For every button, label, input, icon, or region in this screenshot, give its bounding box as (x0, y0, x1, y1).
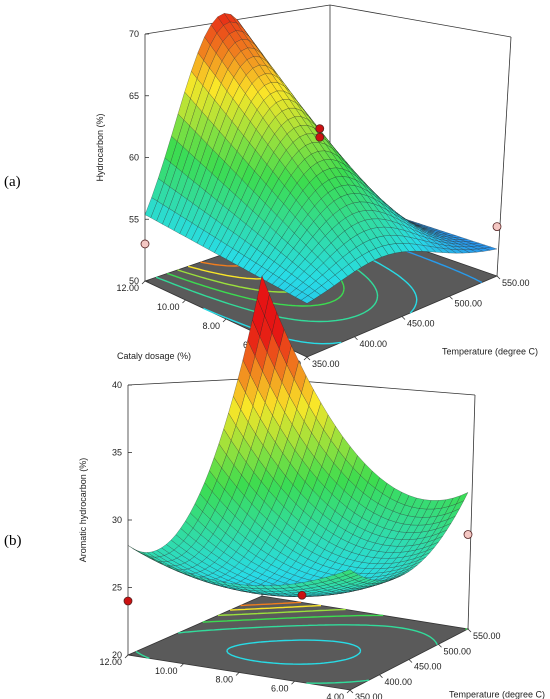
response-surface (144, 13, 498, 304)
x-axis-title: Temperature (degree C) (449, 690, 545, 699)
x-tick (354, 336, 358, 341)
x-tick-label: 450.00 (414, 662, 442, 672)
panel-label: (b) (4, 533, 22, 549)
contour-line (202, 614, 468, 631)
z-tick-label: 65 (129, 91, 139, 101)
back-right-line (467, 394, 476, 630)
z-tick-label: 55 (129, 214, 139, 224)
z-tick-label: 30 (112, 515, 122, 525)
y-tick (235, 672, 240, 676)
x-tick-label: 400.00 (360, 339, 388, 349)
z-tick-label: 40 (112, 380, 122, 390)
z-tick-label: 50 (129, 276, 139, 286)
design-point (315, 132, 325, 142)
x-tick-label: 400.00 (385, 677, 413, 687)
surface-cell (456, 492, 469, 505)
y-tick (141, 280, 146, 285)
panel-label: (a) (4, 174, 21, 190)
x-tick-label: 500.00 (455, 298, 483, 308)
z-axis-title: Aromatic hydrocarbon (%) (78, 458, 88, 563)
y-tick (180, 663, 184, 668)
contour-lines (135, 601, 468, 684)
y-tick (222, 318, 227, 323)
chart-b: (b) 20 25 30 35 40 Aromatic hydrocarbon (%) 350… (4, 275, 545, 699)
design-point (315, 124, 325, 134)
y-tick-label: 8.00 (202, 321, 220, 331)
y-tick-label: 10.00 (157, 302, 180, 312)
x-tick (349, 689, 354, 694)
contour-line (240, 601, 302, 607)
z-tick-label: 60 (129, 153, 139, 163)
z-tick-label: 70 (129, 29, 139, 39)
back-right-line (496, 36, 512, 277)
x-tick-label: 350.00 (312, 359, 340, 369)
z-axis: 50 55 60 65 70 Hydrocarbon (%) (95, 29, 149, 286)
response-surface (127, 275, 469, 597)
z-axis: 20 25 30 35 40 Aromatic hydrocarbon (%) (78, 380, 132, 660)
z-tick-label: 35 (112, 448, 122, 458)
x-tick (306, 356, 311, 361)
design-point (463, 530, 473, 539)
back-top-right-line (329, 4, 512, 38)
contour-floor (126, 595, 470, 691)
z-tick-label: 25 (112, 583, 122, 593)
z-tick-label: 20 (112, 650, 122, 660)
design-point (492, 222, 502, 232)
y-tick (182, 299, 186, 304)
y-axis-title: Cataly dosage (%) (117, 351, 191, 361)
y-tick-label: 12.00 (116, 283, 139, 293)
x-tick (401, 316, 406, 320)
contour-line (230, 604, 322, 611)
contour-line (135, 624, 438, 684)
x-tick (408, 659, 413, 663)
z-axis-title: Hydrocarbon (%) (95, 113, 105, 181)
y-tick (124, 654, 129, 659)
chart-a: (a) 50 55 60 65 70 Hydrocarbon (%) 350.00 400.00… (4, 4, 538, 369)
y-tick (346, 689, 351, 694)
x-tick-label: 550.00 (502, 278, 530, 288)
contour-line (226, 639, 362, 665)
x-axis-title: Temperature (degree C) (442, 347, 538, 357)
contour-line (217, 608, 346, 617)
surface-cell (483, 246, 498, 251)
x-tick (379, 674, 383, 679)
y-tick-label: 10.00 (155, 666, 178, 676)
design-point (140, 239, 150, 249)
design-points (123, 530, 473, 606)
x-tick (467, 628, 472, 633)
design-points (140, 124, 502, 249)
x-tick-label: 350.00 (355, 692, 383, 699)
x-tick-label: 450.00 (407, 319, 435, 329)
y-tick-label: 4.00 (326, 692, 344, 699)
design-point (123, 596, 133, 606)
x-tick (438, 643, 442, 648)
y-tick-label: 6.00 (271, 683, 289, 693)
x-tick (496, 275, 501, 280)
x-tick-label: 550.00 (473, 631, 501, 641)
y-tick-label: 8.00 (215, 675, 233, 685)
y-tick (303, 356, 308, 361)
x-tick-label: 500.00 (444, 646, 472, 656)
x-axis: 350.00 400.00 450.00 500.00 550.00 Temperatur… (306, 275, 538, 369)
design-point (297, 590, 307, 600)
y-tick (291, 680, 295, 685)
y-tick-label: 12.00 (99, 657, 122, 667)
back-top-left-line (144, 4, 331, 35)
x-tick (449, 295, 453, 300)
